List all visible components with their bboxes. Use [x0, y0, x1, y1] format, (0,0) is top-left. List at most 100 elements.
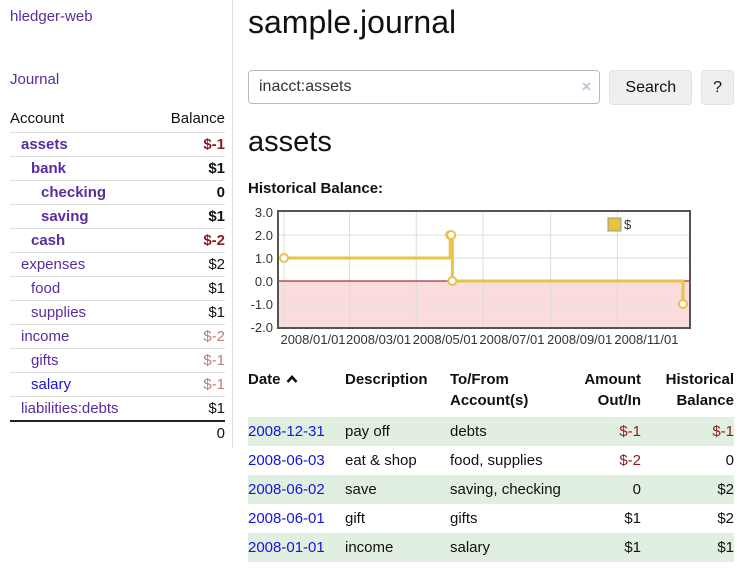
- sort-asc-icon: [286, 369, 298, 390]
- chart-y-tick: 1.0: [254, 251, 273, 266]
- transaction-account-cell: gifts: [450, 510, 478, 527]
- sidebar-account-balance: $1: [208, 160, 225, 177]
- sidebar-account-link[interactable]: expenses: [21, 256, 86, 273]
- sidebar-account-balance: $-1: [203, 352, 225, 369]
- sidebar-account-link[interactable]: salary: [31, 376, 72, 393]
- sidebar-account-link[interactable]: supplies: [31, 304, 87, 321]
- account-row: bank $1: [10, 156, 225, 180]
- account-heading: assets: [248, 126, 332, 158]
- sidebar-account-balance: $1: [208, 400, 225, 417]
- accounts-header-account: Account: [10, 110, 65, 127]
- transaction-date-cell: 2008-06-01: [248, 504, 345, 533]
- transaction-row: 2008-12-31 pay off debts $-1 $-1: [248, 417, 734, 446]
- column-header-date-label: Date: [248, 371, 281, 388]
- column-header-amount: Amount Out/In: [584, 371, 641, 409]
- search-bar: × Search ?: [248, 70, 734, 105]
- transaction-account-cell: debts: [450, 423, 487, 440]
- account-row: salary $-1: [10, 372, 225, 396]
- chart-x-tick: 2008/09/01: [547, 332, 613, 347]
- transaction-date-link[interactable]: 2008-01-01: [248, 539, 325, 556]
- sidebar-account-balance: $2: [208, 256, 225, 273]
- sidebar: hledger-web Journal Account Balance asse…: [0, 0, 233, 448]
- sidebar-account-link[interactable]: saving: [41, 208, 89, 225]
- transactions-table: Date Description To/From Account(s) Amou…: [248, 367, 734, 562]
- clear-search-icon[interactable]: ×: [581, 77, 592, 96]
- transaction-amount-cell: $1: [624, 510, 641, 527]
- transaction-balance-cell: $2: [717, 481, 734, 498]
- account-row: assets $-1: [10, 132, 225, 156]
- sidebar-account-link[interactable]: cash: [31, 232, 66, 249]
- transaction-date-link[interactable]: 2008-06-03: [248, 452, 325, 469]
- sidebar-account-balance: $1: [208, 208, 225, 225]
- column-header-account: To/From Account(s): [450, 371, 529, 409]
- chart-x-tick: 2008/07/01: [479, 332, 545, 347]
- transaction-account-cell: salary: [450, 539, 491, 556]
- accounts-table: Account Balance assets $-1 bank $1 checking 0…: [10, 107, 225, 445]
- search-input-wrap: ×: [248, 70, 601, 105]
- transaction-description-cell: gift: [345, 510, 366, 527]
- main-panel: sample.journal × Search ? assets Histori…: [233, 0, 742, 582]
- sidebar-account-link[interactable]: checking: [41, 184, 107, 201]
- transaction-amount-cell: 0: [632, 481, 641, 498]
- account-row: food $1: [10, 276, 225, 300]
- chart-y-tick: 3.0: [254, 205, 273, 220]
- chart-x-axis: 2008/01/01 2008/03/01 2008/05/01 2008/07/01…: [277, 332, 693, 349]
- account-row: gifts $-1: [10, 348, 225, 372]
- transaction-row: 2008-06-02 save saving, checking 0 $2: [248, 475, 734, 504]
- chart-y-tick: 2.0: [254, 228, 273, 243]
- column-header-description: Description: [345, 371, 428, 388]
- search-input[interactable]: [248, 70, 601, 104]
- sidebar-account-balance: $1: [208, 280, 225, 297]
- transaction-description-cell: income: [345, 539, 394, 556]
- legend-label: $: [624, 217, 632, 232]
- transaction-date-cell: 2008-01-01: [248, 533, 345, 562]
- sidebar-account-link[interactable]: food: [31, 280, 61, 297]
- legend-swatch: [607, 217, 622, 232]
- sidebar-account-balance: $1: [208, 304, 225, 321]
- column-header-date[interactable]: Date: [248, 367, 345, 417]
- nav-journal-link[interactable]: Journal: [10, 71, 60, 88]
- transaction-date-cell: 2008-06-03: [248, 446, 345, 475]
- accounts-table-header: Account Balance: [10, 107, 225, 132]
- transaction-row: 2008-06-03 eat & shop food, supplies $-2 0: [248, 446, 734, 475]
- transaction-date-link[interactable]: 2008-06-02: [248, 481, 325, 498]
- column-header-balance: Historical Balance: [665, 371, 734, 409]
- help-button[interactable]: ?: [701, 70, 734, 105]
- sidebar-account-link[interactable]: income: [21, 328, 70, 345]
- transaction-balance-cell: $1: [717, 539, 734, 556]
- account-row: income $-2: [10, 324, 225, 348]
- transaction-amount-cell: $-1: [619, 423, 641, 440]
- chart-label: Historical Balance:: [248, 180, 384, 197]
- sidebar-account-link[interactable]: liabilities:debts: [21, 400, 119, 417]
- chart-x-tick: 2008/11/01: [614, 332, 679, 347]
- sidebar-account-balance: $-2: [203, 232, 225, 249]
- chart-plot-area: $: [277, 210, 691, 329]
- account-row: cash $-2: [10, 228, 225, 252]
- sidebar-account-link[interactable]: bank: [31, 160, 67, 177]
- transaction-description-cell: save: [345, 481, 377, 498]
- chart-x-tick: 2008/05/01: [412, 332, 478, 347]
- accounts-total-value: 0: [216, 425, 225, 442]
- app-title-link[interactable]: hledger-web: [10, 8, 93, 25]
- sidebar-account-balance: $-1: [203, 376, 225, 393]
- sidebar-account-balance: $-2: [203, 328, 225, 345]
- account-row: supplies $1: [10, 300, 225, 324]
- transaction-amount-cell: $1: [624, 539, 641, 556]
- sidebar-account-link[interactable]: gifts: [31, 352, 59, 369]
- chart-x-tick: 2008/03/01: [346, 332, 412, 347]
- page-title: sample.journal: [248, 4, 457, 40]
- balance-chart-svg: $: [279, 212, 689, 327]
- transaction-date-link[interactable]: 2008-06-01: [248, 510, 325, 527]
- transaction-description-cell: eat & shop: [345, 452, 417, 469]
- account-row: saving $1: [10, 204, 225, 228]
- search-button[interactable]: Search: [609, 70, 693, 105]
- accounts-total-row: 0: [10, 420, 225, 445]
- sidebar-account-balance: $-1: [203, 136, 225, 153]
- transaction-date-cell: 2008-12-31: [248, 417, 345, 446]
- transactions-header-row: Date Description To/From Account(s) Amou…: [248, 367, 734, 417]
- accounts-header-balance: Balance: [170, 110, 225, 127]
- sidebar-account-balance: 0: [216, 184, 225, 201]
- account-row: checking 0: [10, 180, 225, 204]
- transaction-date-link[interactable]: 2008-12-31: [248, 423, 325, 440]
- sidebar-account-link[interactable]: assets: [21, 136, 68, 153]
